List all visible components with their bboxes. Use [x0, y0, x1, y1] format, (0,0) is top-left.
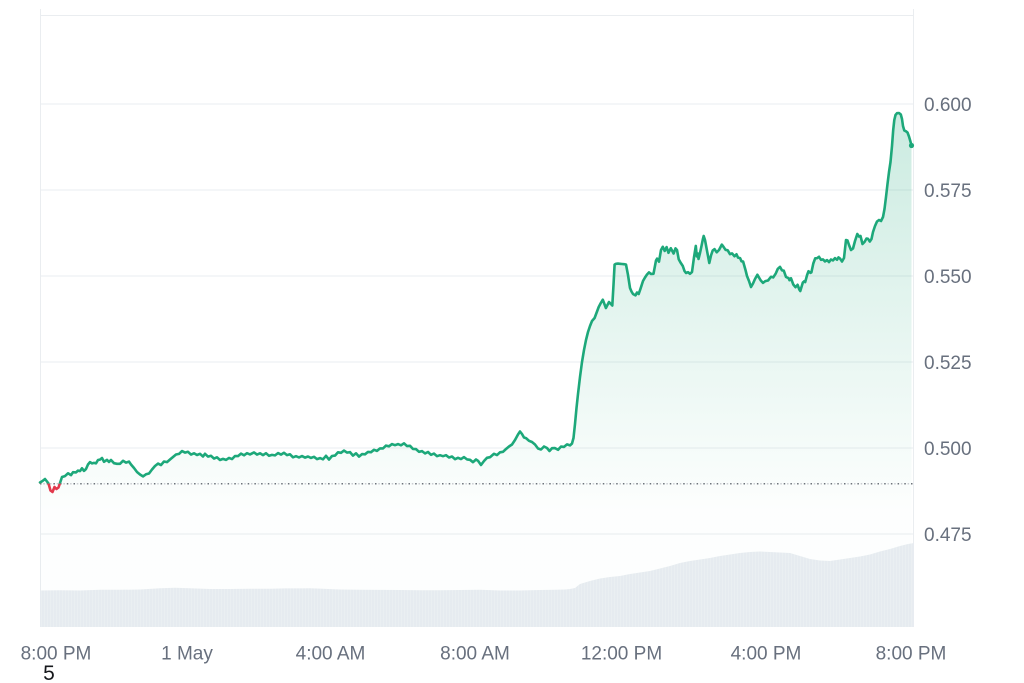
svg-text:4:00 PM: 4:00 PM [731, 644, 802, 665]
svg-text:0.600: 0.600 [924, 95, 972, 116]
svg-text:0.500: 0.500 [924, 439, 972, 460]
svg-text:8:00 PM: 8:00 PM [876, 644, 947, 665]
svg-text:8:00 PM: 8:00 PM [21, 644, 92, 665]
svg-text:4:00 AM: 4:00 AM [296, 644, 366, 665]
svg-text:12:00 PM: 12:00 PM [581, 644, 662, 665]
svg-text:0.575: 0.575 [924, 181, 972, 202]
svg-text:5: 5 [43, 662, 55, 683]
svg-text:0.475: 0.475 [924, 525, 972, 546]
svg-text:0.550: 0.550 [924, 267, 972, 288]
svg-text:1 May: 1 May [161, 644, 213, 665]
svg-text:8:00 AM: 8:00 AM [440, 644, 510, 665]
svg-text:0.525: 0.525 [924, 353, 972, 374]
